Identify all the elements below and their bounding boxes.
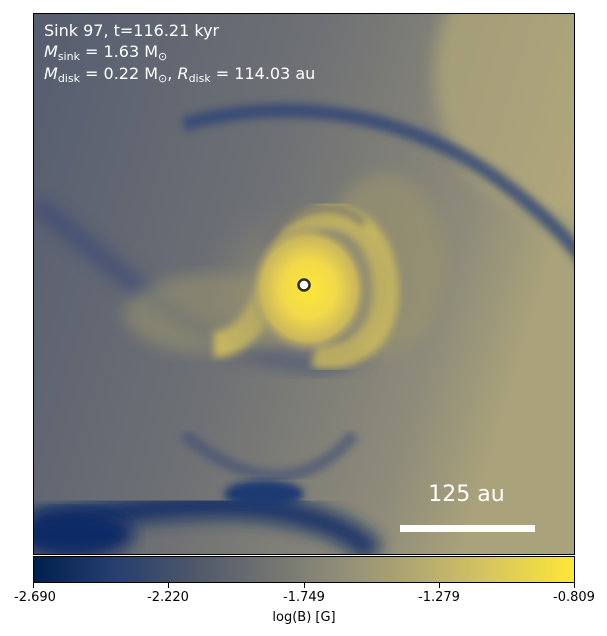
- msink-symbol: M: [44, 42, 58, 61]
- colorbar-tick-label: -2.220: [147, 590, 189, 605]
- mdisk-value: = 0.22 M: [79, 64, 159, 83]
- mdisk-symbol: M: [44, 64, 58, 83]
- sink-info-line: Sink 97, t=116.21 kyr: [44, 20, 219, 41]
- msink-value: = 1.63 M: [79, 42, 159, 61]
- sink-mass-line: Msink = 1.63 M⊙: [44, 41, 167, 67]
- colorbar-tick: [168, 583, 169, 588]
- msink-subscript: sink: [57, 50, 80, 63]
- sink-marker-icon: [297, 278, 311, 292]
- scale-bar-label: 125 au: [428, 482, 505, 507]
- rdisk-subscript: disk: [188, 72, 211, 85]
- colorbar-tick: [574, 583, 575, 588]
- colorbar-tick-label: -2.690: [14, 590, 56, 605]
- rdisk-value: = 114.03 au: [210, 64, 316, 83]
- mdisk-unit-subscript: ⊙: [158, 72, 168, 85]
- colorbar-tick-label: -0.809: [553, 590, 595, 605]
- colorbar-tick: [304, 583, 305, 588]
- colorbar-tick-label: -1.279: [418, 590, 460, 605]
- rdisk-symbol: R: [177, 64, 189, 83]
- map-image: [34, 14, 574, 554]
- colorbar-title: log(B) [G]: [272, 610, 336, 625]
- disk-separator: ,: [167, 64, 178, 83]
- sink-time-label: Sink 97, t=116.21 kyr: [44, 21, 220, 40]
- colorbar: [33, 556, 575, 583]
- colorbar-tick: [33, 583, 34, 588]
- mdisk-subscript: disk: [57, 72, 80, 85]
- magnetic-field-map: Sink 97, t=116.21 kyr Msink = 1.63 M⊙ Md…: [33, 13, 575, 555]
- disk-line: Mdisk = 0.22 M⊙, Rdisk = 114.03 au: [44, 63, 315, 89]
- scale-bar: [400, 525, 535, 532]
- colorbar-tick: [439, 583, 440, 588]
- msink-unit-subscript: ⊙: [158, 50, 168, 63]
- colorbar-tick-label: -1.749: [283, 590, 325, 605]
